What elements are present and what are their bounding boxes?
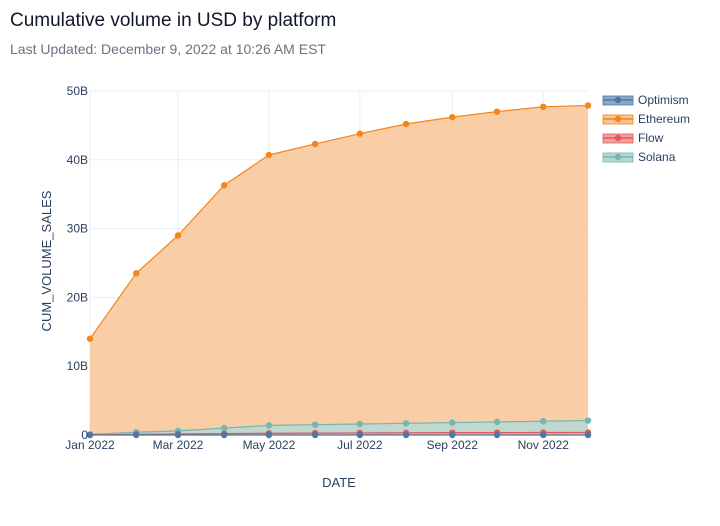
y-tick-label: 50B [67, 84, 88, 98]
chart-subtitle: Last Updated: December 9, 2022 at 10:26 … [10, 41, 326, 57]
y-axis-ticks: 0 10B 20B 30B 40B 50B [67, 84, 89, 442]
y-tick-label: 10B [67, 359, 88, 373]
point-solana[interactable] [311, 421, 319, 428]
y-axis-title: CUM_VOLUME_SALES [39, 190, 54, 331]
point-optimism[interactable] [449, 431, 456, 439]
point-optimism[interactable] [356, 431, 364, 439]
legend-item-solana[interactable]: Solana [602, 150, 676, 164]
point-ethereum[interactable] [493, 108, 501, 115]
point-optimism[interactable] [265, 431, 273, 439]
legend-marker [614, 115, 622, 123]
area-solana [90, 420, 588, 435]
x-axis-ticks: Jan 2022 Mar 2022 May 2022 Jul 2022 Sep 2022… [65, 438, 569, 452]
x-tick-label: Jan 2022 [65, 438, 115, 452]
point-optimism[interactable] [402, 431, 410, 439]
x-tick-label: Nov 2022 [518, 438, 570, 452]
x-axis-title: DATE [322, 475, 356, 490]
point-ethereum[interactable] [174, 232, 182, 239]
point-ethereum[interactable] [265, 151, 273, 159]
x-tick-label: Mar 2022 [153, 438, 204, 452]
legend-item-flow[interactable]: Flow [602, 131, 664, 145]
point-ethereum[interactable] [311, 140, 319, 148]
point-optimism[interactable] [220, 431, 228, 439]
point-ethereum[interactable] [220, 182, 228, 189]
point-optimism[interactable] [174, 431, 182, 439]
x-tick-label: May 2022 [243, 438, 296, 452]
legend-item-ethereum[interactable]: Ethereum [602, 112, 690, 126]
point-optimism[interactable] [584, 431, 592, 439]
point-solana[interactable] [584, 417, 592, 424]
legend-label: Flow [638, 131, 664, 145]
point-ethereum[interactable] [86, 335, 94, 342]
legend-marker [614, 134, 622, 142]
legend-marker [614, 153, 622, 161]
point-solana[interactable] [402, 420, 410, 427]
point-solana[interactable] [540, 418, 547, 425]
point-optimism[interactable] [493, 431, 501, 439]
legend[interactable]: Optimism Ethereum Flow Solana [602, 93, 690, 164]
point-optimism[interactable] [311, 431, 319, 439]
series-line-ethereum [89, 104, 589, 340]
data-points[interactable] [86, 102, 592, 439]
point-solana[interactable] [265, 422, 273, 429]
y-tick-label: 0 [81, 428, 88, 442]
legend-label: Solana [638, 150, 676, 164]
y-tick-label: 20B [67, 290, 88, 304]
point-solana[interactable] [449, 419, 456, 426]
chart-title: Cumulative volume in USD by platform [10, 10, 337, 31]
point-optimism[interactable] [540, 431, 547, 439]
x-tick-label: Jul 2022 [337, 438, 383, 452]
series-line-solana [89, 419, 589, 435]
point-ethereum[interactable] [402, 120, 410, 128]
legend-item-optimism[interactable]: Optimism [602, 93, 689, 107]
legend-label: Ethereum [638, 112, 690, 126]
legend-label: Optimism [638, 93, 689, 107]
y-tick-label: 30B [67, 222, 88, 236]
series-line-flow [89, 431, 589, 436]
point-ethereum[interactable] [540, 103, 547, 111]
point-optimism[interactable] [133, 431, 140, 439]
y-tick-label: 40B [67, 153, 88, 167]
area-series [89, 104, 589, 436]
point-solana[interactable] [220, 424, 228, 432]
legend-marker [614, 96, 622, 104]
point-solana[interactable] [356, 420, 364, 428]
point-solana[interactable] [493, 418, 501, 426]
point-ethereum[interactable] [449, 113, 456, 121]
point-ethereum[interactable] [356, 130, 364, 137]
area-ethereum [90, 105, 588, 435]
point-ethereum[interactable] [133, 270, 140, 277]
x-tick-label: Sep 2022 [427, 438, 479, 452]
point-optimism[interactable] [86, 431, 94, 439]
point-ethereum[interactable] [584, 102, 592, 109]
